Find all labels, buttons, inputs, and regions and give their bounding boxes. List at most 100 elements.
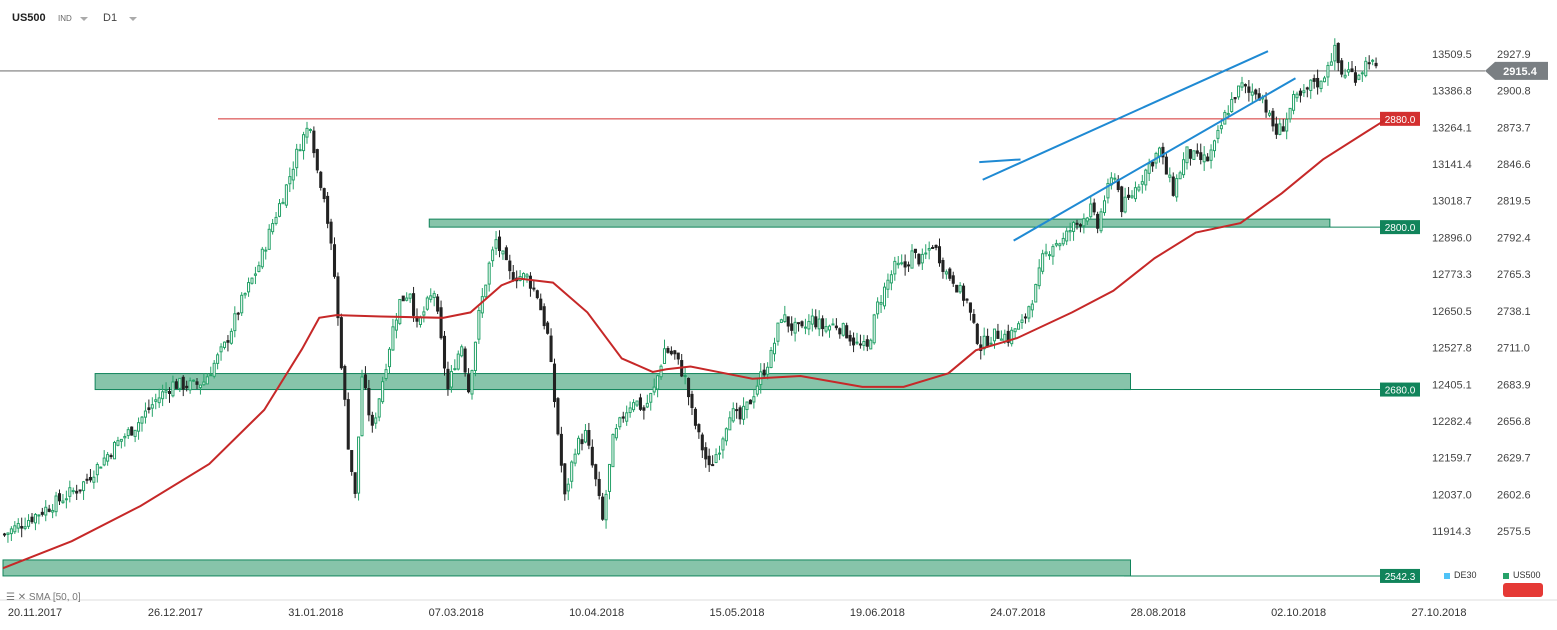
candle [473, 341, 477, 377]
candle [30, 512, 34, 524]
candle [590, 439, 594, 468]
candle [934, 244, 938, 251]
y-tick-label: 2927.9 [1497, 49, 1531, 61]
channel-upper-line[interactable] [982, 50, 1269, 181]
candle [463, 346, 467, 377]
candle [370, 411, 374, 433]
candle [1168, 167, 1172, 183]
indicator-name: SMA [28, 592, 51, 603]
candle [1316, 69, 1320, 95]
candle [1247, 80, 1251, 102]
candle [387, 347, 392, 374]
candle [793, 317, 797, 342]
candle [841, 322, 845, 337]
candle [638, 393, 642, 412]
legend-item-de30[interactable]: DE30 [1444, 570, 1477, 580]
candle [233, 306, 237, 338]
sma-line [2, 119, 1386, 570]
candle [580, 433, 584, 451]
x-tick-label: 10.04.2018 [569, 607, 624, 619]
channel-lower-line[interactable] [1013, 77, 1296, 242]
candle [714, 448, 718, 464]
candle [1292, 90, 1296, 115]
candle [343, 364, 347, 407]
candle [82, 480, 86, 500]
candle [1058, 242, 1062, 251]
candle [164, 382, 168, 400]
sma-50-line[interactable] [2, 119, 1386, 570]
candle [831, 318, 835, 326]
candle [625, 405, 629, 426]
current-price-label: 2915.4 [1503, 66, 1538, 78]
candle [1078, 223, 1082, 233]
candle [528, 272, 532, 297]
candle [690, 390, 694, 415]
candle [1127, 187, 1131, 200]
candle [738, 405, 742, 425]
symbol-dropdown-icon[interactable] [80, 17, 88, 21]
zone-1[interactable] [94, 373, 1131, 391]
y-tick-secondary-label: 12037.0 [1432, 489, 1472, 501]
symbol-label[interactable]: US500 [12, 12, 46, 24]
candle [192, 379, 196, 382]
timeframe-dropdown-icon[interactable] [129, 17, 137, 21]
indicator-close-icon[interactable]: ✕ [17, 592, 27, 603]
candle [1037, 259, 1041, 290]
candle [1092, 198, 1096, 216]
candle [171, 375, 175, 398]
indicator-legend[interactable]: ☰ ✕ SMA [50, 0] [6, 592, 81, 603]
candle [1223, 109, 1227, 125]
zone-2[interactable] [2, 559, 1131, 577]
candle [1188, 149, 1192, 166]
candle [1072, 221, 1076, 241]
candle [439, 300, 443, 340]
candle [951, 271, 955, 287]
candle [401, 295, 405, 302]
candle [1230, 92, 1234, 113]
candle [597, 471, 601, 500]
candle [381, 376, 385, 404]
candle [735, 402, 739, 419]
candle [614, 424, 618, 441]
candle [157, 388, 161, 408]
action-button[interactable] [1503, 583, 1543, 597]
candle [442, 331, 447, 376]
candle [546, 320, 550, 335]
candle [721, 436, 725, 459]
level-box-1 [1380, 220, 1420, 235]
candle [604, 489, 608, 529]
legend-item-us500[interactable]: US500 [1503, 570, 1541, 580]
candle [917, 253, 921, 267]
candle [621, 411, 625, 423]
candle [209, 366, 213, 377]
candle [772, 337, 777, 362]
candle [305, 121, 309, 144]
candle [810, 308, 814, 332]
candle [1195, 143, 1199, 157]
channel-start-line[interactable] [979, 158, 1021, 164]
candle [1295, 91, 1299, 102]
candle [1206, 153, 1210, 162]
candle [137, 417, 141, 440]
y-tick-label: 2711.0 [1497, 343, 1530, 355]
candle [927, 241, 931, 260]
candle [1278, 118, 1282, 136]
support-resistance-zones [2, 218, 1331, 577]
candle [267, 224, 271, 250]
candle [453, 359, 457, 371]
y-tick-secondary-label: 12527.8 [1432, 343, 1472, 355]
candle [68, 480, 72, 503]
candle [75, 484, 79, 501]
candle [680, 353, 684, 378]
level-box-3 [1380, 568, 1420, 583]
indicator-list-icon[interactable]: ☰ [6, 592, 15, 603]
candle [535, 289, 539, 300]
candle [47, 504, 51, 513]
candle [797, 322, 801, 332]
timeframe-label[interactable]: D1 [103, 12, 118, 24]
candle [412, 286, 416, 322]
candle [752, 389, 756, 409]
legend-label-de30: DE30 [1454, 570, 1477, 580]
zone-0[interactable] [428, 218, 1331, 228]
